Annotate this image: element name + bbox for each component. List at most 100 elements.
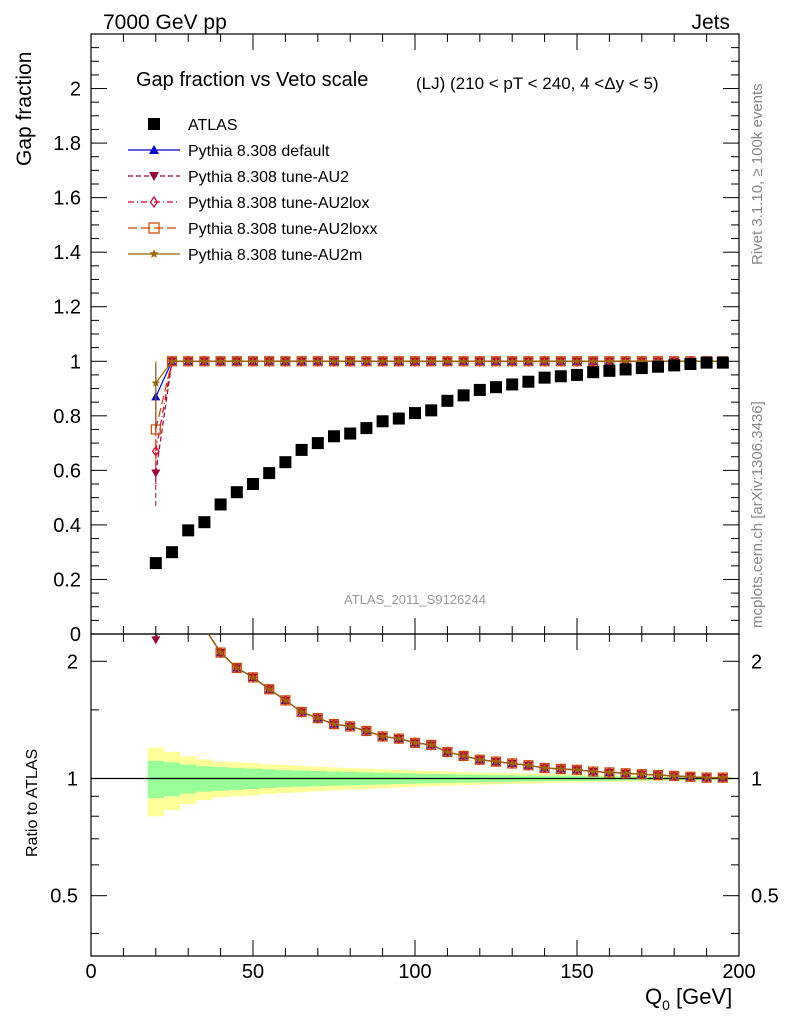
legend: ATLAS Pythia 8.308 default Pythia 8.308 tu… bbox=[128, 117, 377, 264]
legend-label-atlas: ATLAS bbox=[188, 117, 238, 134]
point-atlas bbox=[635, 362, 648, 375]
point-au2m bbox=[426, 356, 436, 365]
plot-subtitle: (LJ) (210 < pT < 240, 4 <Δy < 5) bbox=[416, 74, 659, 93]
point-au2m bbox=[637, 356, 647, 365]
ratio-point-au2m bbox=[475, 755, 485, 764]
point-atlas bbox=[392, 412, 405, 425]
ratio-point-au2m bbox=[426, 740, 436, 749]
ratio-point-au2m bbox=[394, 734, 404, 743]
point-atlas bbox=[522, 375, 535, 388]
point-au2m bbox=[167, 356, 177, 365]
ratio-point-au2m bbox=[410, 738, 420, 747]
x-tick-label: 0 bbox=[85, 961, 96, 983]
ratio-point-au2m bbox=[443, 747, 452, 756]
point-au2m bbox=[362, 356, 371, 365]
ratio-point-au2m bbox=[491, 757, 501, 766]
ratio-point-au2m bbox=[329, 719, 339, 728]
point-atlas bbox=[409, 407, 421, 420]
header-right: Jets bbox=[691, 11, 730, 34]
ratio-point-au2m bbox=[362, 726, 371, 735]
ratio-point-au2m bbox=[313, 713, 323, 722]
point-au2m bbox=[329, 356, 339, 365]
ratio-point-au2m bbox=[637, 769, 647, 778]
point-atlas bbox=[182, 524, 195, 537]
point-au2m bbox=[264, 356, 274, 365]
point-atlas bbox=[344, 427, 357, 440]
point-au2m bbox=[183, 356, 193, 365]
ratio-point-au2m bbox=[653, 770, 663, 779]
uncertainty-band bbox=[147, 747, 731, 817]
y-tick-label: 1 bbox=[70, 351, 81, 373]
point-atlas bbox=[214, 498, 227, 511]
point-atlas bbox=[506, 378, 519, 391]
point-au2m bbox=[621, 356, 630, 365]
band-inner bbox=[147, 760, 731, 799]
legend-item-atlas: ATLAS bbox=[148, 117, 238, 134]
point-atlas bbox=[166, 546, 178, 559]
legend-marker-atlas bbox=[148, 118, 160, 130]
y-tick-label: 0 bbox=[70, 624, 81, 646]
ratio-y-tick-label: 1 bbox=[67, 768, 78, 790]
point-au2m bbox=[507, 356, 517, 365]
point-atlas bbox=[457, 389, 470, 402]
point-atlas bbox=[700, 356, 713, 369]
y-tick-label: 0.8 bbox=[53, 406, 81, 428]
legend-item-au2lox: Pythia 8.308 tune-AU2lox bbox=[128, 195, 369, 212]
ratio-point-au2m bbox=[588, 767, 598, 776]
x-axis-label: Q0 [GeV] bbox=[645, 984, 732, 1013]
legend-marker-au2loxx bbox=[148, 222, 160, 234]
point-au2m bbox=[556, 356, 566, 365]
point-au2m bbox=[281, 356, 290, 365]
ratio-point-au2m bbox=[378, 731, 387, 741]
y-tick-label: 0.2 bbox=[53, 569, 81, 591]
plot-title: Gap fraction vs Veto scale bbox=[136, 69, 368, 91]
y-tick-label: 1.4 bbox=[53, 242, 81, 264]
point-au2m bbox=[475, 356, 485, 365]
point-au2m bbox=[572, 356, 582, 365]
header-left: 7000 GeV pp bbox=[103, 11, 227, 34]
y-tick-label: 1.8 bbox=[53, 133, 81, 155]
ratio-point-au2m bbox=[216, 648, 225, 657]
legend-marker-default bbox=[149, 145, 159, 154]
ratio-point-au2 bbox=[151, 636, 161, 645]
legend-label-au2: Pythia 8.308 tune-AU2 bbox=[188, 169, 349, 186]
y-tick-label: 1.6 bbox=[53, 188, 81, 210]
point-au2loxx bbox=[150, 424, 161, 435]
point-atlas bbox=[619, 363, 632, 376]
ratio-point-au2m bbox=[686, 772, 695, 781]
point-au2 bbox=[151, 469, 161, 478]
ratio-frame bbox=[90, 633, 740, 957]
point-atlas bbox=[473, 383, 486, 396]
point-atlas bbox=[603, 364, 616, 377]
ratio-au2m bbox=[207, 634, 728, 782]
ratio-point-au2m bbox=[507, 758, 517, 768]
point-atlas bbox=[571, 368, 583, 381]
ratio-point-au2m bbox=[281, 695, 290, 704]
point-atlas bbox=[247, 478, 259, 490]
point-atlas bbox=[538, 371, 551, 384]
ratio-point-au2m bbox=[345, 721, 355, 731]
point-au2m bbox=[297, 356, 306, 365]
point-atlas bbox=[376, 415, 389, 428]
ratio-point-au2m bbox=[605, 767, 614, 777]
legend-marker-au2 bbox=[149, 172, 159, 181]
point-au2m bbox=[605, 356, 614, 365]
point-atlas bbox=[554, 370, 567, 383]
point-au2m bbox=[410, 356, 420, 365]
point-au2m bbox=[524, 356, 533, 365]
series-line-au2m bbox=[155, 360, 723, 384]
mcplots-label: mcplots.cern.ch [arXiv:1306.3436] bbox=[749, 401, 766, 628]
x-tick-label: 150 bbox=[560, 961, 593, 983]
x-tick-label: 200 bbox=[722, 961, 755, 983]
rivet-label: Rivet 3.1.10, ≥ 100k events bbox=[749, 83, 766, 265]
legend-item-au2loxx: Pythia 8.308 tune-AU2loxx bbox=[128, 221, 377, 238]
y-tick-label: 2 bbox=[70, 79, 81, 101]
ratio-y-tick-label-right: 2 bbox=[751, 651, 762, 673]
ratio-point-au2m bbox=[459, 751, 468, 760]
legend-item-default: Pythia 8.308 default bbox=[128, 143, 330, 160]
point-atlas bbox=[198, 516, 211, 529]
ratio-point-au2m bbox=[669, 771, 679, 780]
point-atlas bbox=[425, 404, 438, 417]
legend-item-au2m: Pythia 8.308 tune-AU2m bbox=[128, 247, 362, 264]
point-atlas bbox=[668, 359, 681, 372]
